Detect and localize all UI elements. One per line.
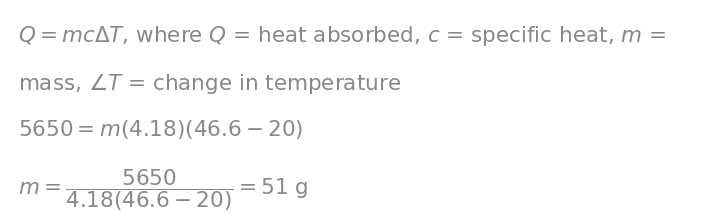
Text: $5650 = m(4.18)(46.6 - 20)$: $5650 = m(4.18)(46.6 - 20)$ [19,118,304,141]
Text: mass, $\angle T$ = change in temperature: mass, $\angle T$ = change in temperature [19,71,402,96]
Text: $m = \dfrac{5650}{4.18(46.6 - 20)} = 51$ g: $m = \dfrac{5650}{4.18(46.6 - 20)} = 51$… [19,167,309,213]
Text: $Q = mc\Delta T$, where $Q$ = heat absorbed, $c$ = specific heat, $m$ =: $Q = mc\Delta T$, where $Q$ = heat absor… [19,25,667,48]
